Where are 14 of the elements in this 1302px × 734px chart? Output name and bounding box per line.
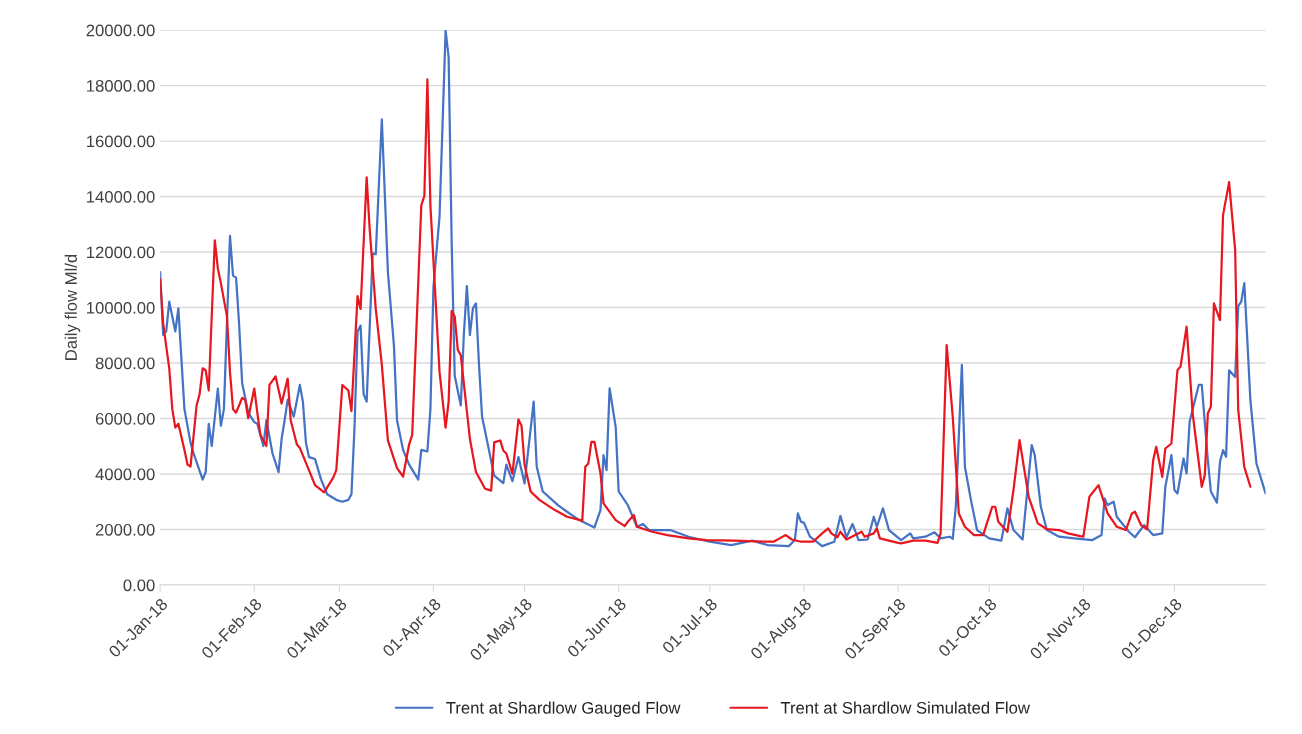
y-tick-label: 10000.00	[87, 301, 155, 314]
y-tick-label: 0.00	[123, 579, 155, 592]
legend-label: Trent at Shardlow Gauged Flow	[446, 701, 681, 718]
y-tick-label: 14000.00	[87, 190, 155, 203]
y-tick-label: 8000.00	[95, 357, 155, 370]
y-tick-label: 18000.00	[87, 79, 155, 92]
y-axis-title: Daily flow Ml/d	[64, 254, 81, 360]
y-tick-label: 16000.00	[87, 135, 155, 148]
y-tick-label: 12000.00	[87, 246, 155, 259]
y-tick-label: 6000.00	[95, 412, 155, 425]
y-tick-label: 20000.00	[86, 24, 155, 37]
y-tick-label: 4000.00	[95, 468, 155, 481]
y-tick-label: 2000.00	[95, 523, 155, 536]
legend-label: Trent at Shardlow Simulated Flow	[780, 701, 1030, 714]
